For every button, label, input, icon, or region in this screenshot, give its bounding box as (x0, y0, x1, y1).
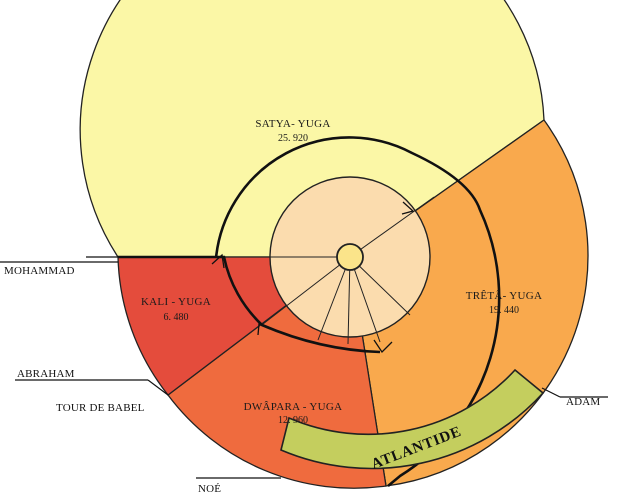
tour-de-babel-label: TOUR DE BABEL (56, 402, 145, 414)
center-hub (336, 243, 364, 271)
dwapara-yuga-name: DWÂPARA - YUGA (244, 401, 343, 413)
adam-label: ADAM (566, 396, 600, 408)
kali-yuga-years: 6. 480 (164, 312, 189, 323)
cycle-arrows (211, 201, 415, 354)
treta-yuga-name: TRÊTÂ- YUGA (466, 290, 543, 302)
treta-yuga-years: 19. 440 (489, 305, 519, 316)
satya-yuga-name: SATYA- YUGA (255, 118, 330, 130)
marker-lines (0, 256, 608, 479)
atlantide-band (280, 368, 545, 470)
satya-yuga-sector (79, 0, 545, 258)
kali-yuga-name: KALI - YUGA (141, 296, 211, 308)
noe-label: NOÉ (198, 483, 221, 495)
spiral-boundary (214, 136, 501, 487)
satya-yuga-years: 25. 920 (278, 133, 308, 144)
dwapara-yuga-years: 12. 960 (278, 415, 308, 426)
mohammad-label: MOHAMMAD (4, 265, 75, 277)
abraham-label: ABRAHAM (17, 368, 75, 380)
